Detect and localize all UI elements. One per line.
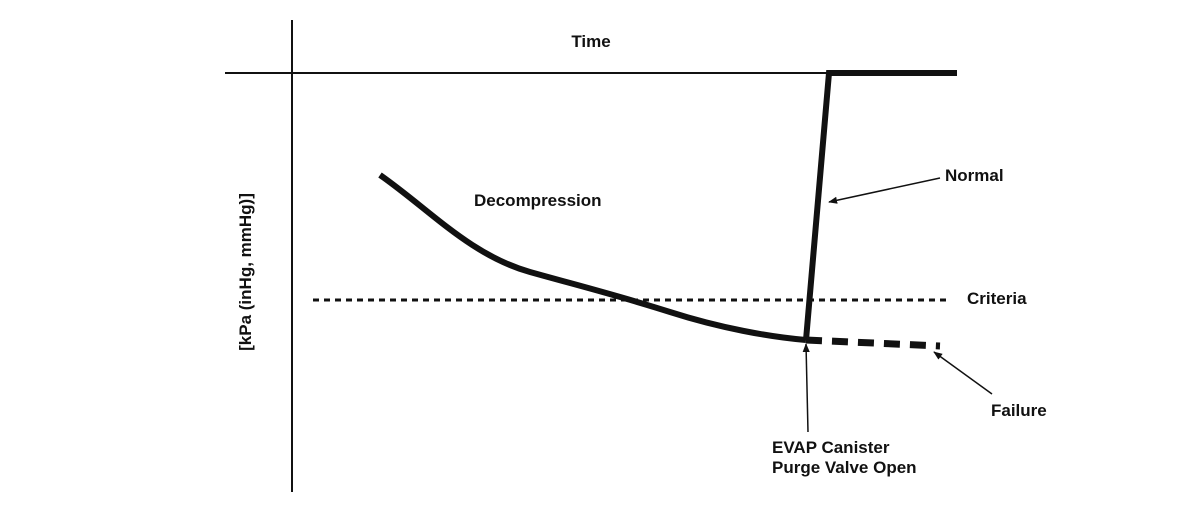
normal-curve	[803, 70, 957, 341]
failure-label: Failure	[991, 401, 1047, 420]
decompression-curve	[378, 172, 807, 343]
normal-label: Normal	[945, 166, 1004, 185]
valve-arrow	[802, 343, 810, 433]
failure-curve	[805, 336, 941, 350]
valve-label: EVAP Canister	[772, 438, 890, 457]
valve-label: Purge Valve Open	[772, 458, 917, 477]
x-axis-label: Time	[571, 32, 610, 51]
criteria-label: Criteria	[967, 289, 1027, 308]
y-axis-label: [kPa (inHg, mmHg)]	[236, 193, 255, 351]
normal-arrow	[828, 177, 941, 204]
failure-arrow	[933, 351, 993, 395]
decompression-label: Decompression	[474, 191, 602, 210]
